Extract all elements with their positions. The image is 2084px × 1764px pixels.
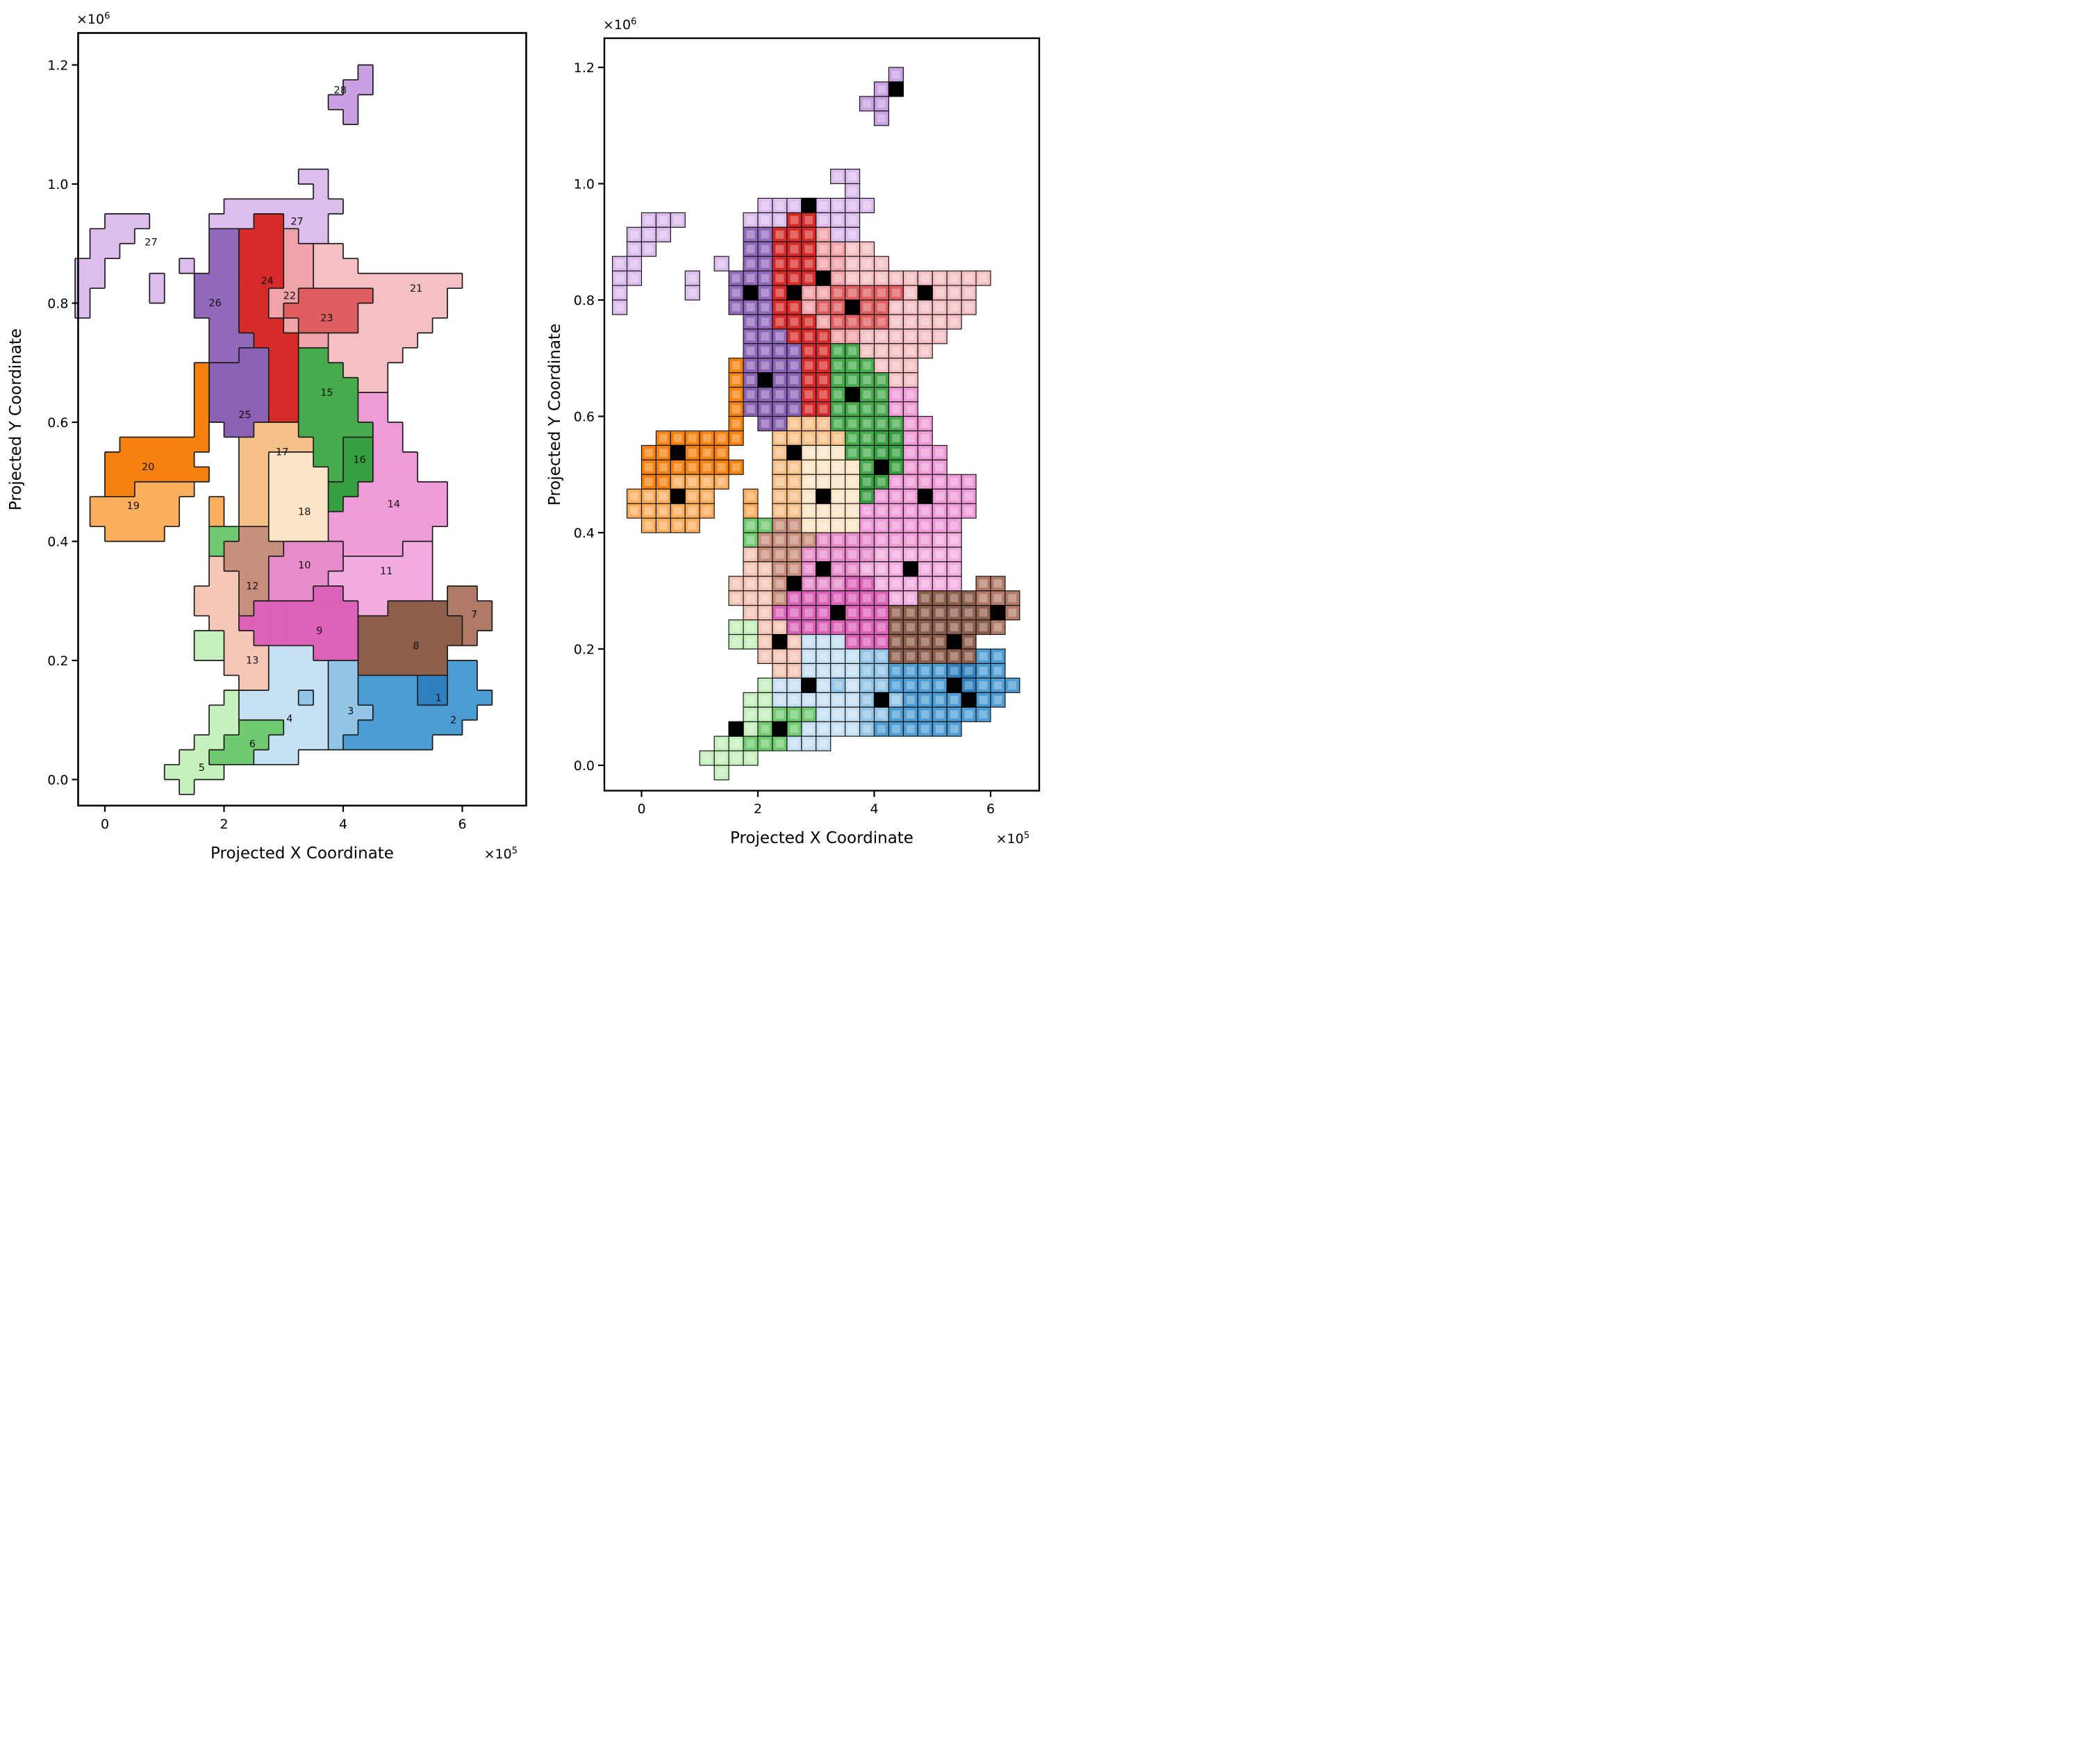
medoid-cell-region-21 xyxy=(917,285,933,301)
region-label-12: 12 xyxy=(246,581,258,592)
medoid-cell-region-20 xyxy=(670,444,686,460)
region-label-8: 8 xyxy=(413,640,419,651)
y-tick-label: 1.2 xyxy=(574,60,595,76)
medoid-cell-region-27 xyxy=(801,197,817,213)
y-tick-label: 0.0 xyxy=(47,773,68,788)
region-label-15: 15 xyxy=(320,388,333,399)
medoid-cell-region-24 xyxy=(786,285,802,301)
x-tick-label: 2 xyxy=(754,801,762,817)
region-label-13: 13 xyxy=(246,656,258,667)
medoid-cell-region-1 xyxy=(946,677,962,693)
medoid-cell-region-25 xyxy=(757,372,773,388)
y-tick-label: 0.8 xyxy=(574,293,595,308)
y-tick-label: 1.0 xyxy=(574,177,595,192)
right-panel-map xyxy=(612,67,1020,781)
region-label-28: 28 xyxy=(333,85,346,97)
y-tick-label: 1.0 xyxy=(47,177,68,192)
region-label-27: 27 xyxy=(144,237,157,248)
region-label-21: 21 xyxy=(410,283,422,294)
medoid-cell-region-3 xyxy=(873,692,890,708)
medoid-cell-region-18 xyxy=(816,488,832,504)
figure: 1 2 3 4 5 6 7 8 9 10 11 12 13 14 15 16 17 18 19 20 21 22 23 24 2… xyxy=(0,0,1042,882)
x-axis-label: Projected X Coordinate xyxy=(730,829,913,847)
region-label-26: 26 xyxy=(208,298,221,309)
medoid-cell-region-9 xyxy=(830,605,846,621)
region-label-14: 14 xyxy=(388,499,400,510)
region-label-18: 18 xyxy=(298,506,311,517)
medoid-cell-region-17 xyxy=(786,444,802,460)
region-label-27: 27 xyxy=(290,216,303,227)
y-axis-label: Projected Y Coordinate xyxy=(7,328,25,510)
medoid-cell-region-16 xyxy=(873,459,890,475)
x-tick-label: 6 xyxy=(986,801,995,817)
region-label-3: 3 xyxy=(347,706,354,717)
medoid-cell-region-6 xyxy=(772,721,788,737)
y-tick-label: 0.8 xyxy=(47,297,68,312)
medoid-cell-region-8 xyxy=(946,633,962,650)
region-label-9: 9 xyxy=(316,626,322,637)
region-label-4: 4 xyxy=(286,713,292,724)
medoid-cell-region-4 xyxy=(801,677,817,693)
region-label-24: 24 xyxy=(260,276,273,287)
medoid-cell-region-12 xyxy=(786,576,802,592)
medoid-cell-region-23 xyxy=(845,299,861,315)
right-panel-axes: 0 2 4 6 0.0 0.2 0.4 0.6 0.8 1.0 1.2 Projected X Coo… xyxy=(546,17,1041,847)
medoid-cell-region-22 xyxy=(816,270,832,286)
y-tick-label: 1.2 xyxy=(47,58,68,74)
medoid-cell-region-26 xyxy=(743,285,759,301)
x-tick-label: 4 xyxy=(339,817,347,832)
y-offset-text: ×106 xyxy=(603,17,636,33)
y-axis-label: Projected Y Coordinate xyxy=(546,324,564,506)
medoid-cell-region-10 xyxy=(816,561,832,577)
medoid-cell-region-19 xyxy=(670,488,686,504)
region-label-11: 11 xyxy=(380,566,392,577)
y-tick-label: 0.0 xyxy=(574,758,595,774)
y-tick-label: 0.4 xyxy=(47,535,68,550)
medoid-cell-region-14 xyxy=(917,488,933,504)
medoid-cell-region-15 xyxy=(845,387,861,403)
region-label-22: 22 xyxy=(283,290,296,301)
x-tick-label: 6 xyxy=(458,817,466,832)
medoid-cell-region-13 xyxy=(772,633,788,650)
left-panel-map: 1234567891011121314151617181920212223242… xyxy=(74,64,493,795)
region-label-2: 2 xyxy=(450,715,456,726)
y-tick-label: 0.4 xyxy=(574,526,595,541)
region-label-1: 1 xyxy=(436,692,442,704)
medoid-cell-region-28 xyxy=(888,81,904,97)
medoid-cell-region-7 xyxy=(990,605,1006,621)
y-offset-text: ×106 xyxy=(76,11,110,27)
region-label-20: 20 xyxy=(142,462,154,473)
x-tick-label: 0 xyxy=(637,801,645,817)
region-label-5: 5 xyxy=(199,763,205,774)
medoid-cell-region-2 xyxy=(961,692,977,708)
region-label-6: 6 xyxy=(249,739,256,750)
region-label-7: 7 xyxy=(471,609,477,620)
x-offset-text: ×105 xyxy=(996,831,1029,847)
x-offset-text: ×105 xyxy=(484,846,518,862)
region-label-16: 16 xyxy=(353,454,365,465)
medoid-cell-region-11 xyxy=(902,561,918,577)
y-tick-label: 0.2 xyxy=(47,654,68,669)
figure-svg: 1234567891011121314151617181920212223242… xyxy=(7,11,1041,863)
medoid-cell-region-5 xyxy=(728,721,744,737)
x-axis-label: Projected X Coordinate xyxy=(210,844,394,863)
x-tick-label: 4 xyxy=(870,801,878,817)
region-label-25: 25 xyxy=(238,410,251,421)
x-tick-label: 0 xyxy=(101,817,109,832)
region-label-17: 17 xyxy=(276,447,288,458)
y-tick-label: 0.2 xyxy=(574,642,595,658)
region-label-10: 10 xyxy=(298,560,311,572)
region-label-23: 23 xyxy=(320,313,333,324)
region-outlines xyxy=(74,64,493,795)
region-label-19: 19 xyxy=(127,501,140,512)
y-tick-label: 0.6 xyxy=(574,410,595,425)
y-tick-label: 0.6 xyxy=(47,415,68,431)
x-tick-label: 2 xyxy=(220,817,228,832)
